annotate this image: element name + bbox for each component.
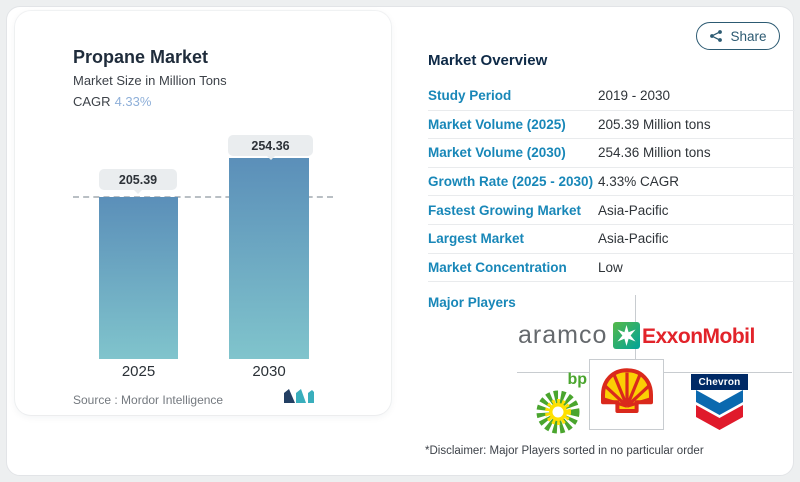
shell-pecten-icon <box>600 367 653 413</box>
row-label: Largest Market <box>428 231 525 247</box>
bar-value-2025: 205.39 <box>118 172 158 187</box>
card-subtitle: Market Size in Million Tons <box>73 73 227 88</box>
disclaimer-text: *Disclaimer: Major Players sorted in no … <box>425 445 704 457</box>
aramco-logo: aramco <box>518 321 641 350</box>
aramco-wordmark: aramco <box>518 321 608 349</box>
row-value: 254.36 Million tons <box>598 145 711 161</box>
bp-logo: bp <box>533 371 587 435</box>
cagr-line: CAGR 4.33% <box>73 94 151 109</box>
players-horizontal-divider-left <box>517 372 589 373</box>
overview-row-market-volume-2025: Market Volume (2025) 205.39 Million tons <box>428 111 795 140</box>
row-label: Market Concentration <box>428 259 567 275</box>
overview-title: Market Overview <box>428 52 548 69</box>
market-size-card: Propane Market Market Size in Million To… <box>15 11 391 415</box>
row-value: Low <box>598 259 623 275</box>
bar-2030 <box>229 158 309 359</box>
reference-dashed-line <box>73 196 333 198</box>
major-players-label: Major Players <box>428 295 516 310</box>
source-value: Mordor Intelligence <box>121 393 224 407</box>
infographic-frame: Share Propane Market Market Size in Mill… <box>6 6 795 476</box>
cagr-label: CAGR <box>73 94 111 109</box>
chevron-stripes-icon <box>691 390 748 432</box>
x-axis-label-2030: 2030 <box>252 363 286 380</box>
shell-logo <box>589 359 664 430</box>
row-label: Market Volume (2025) <box>428 116 566 132</box>
bp-helios-icon <box>536 390 580 434</box>
overview-row-study-period: Study Period 2019 - 2030 <box>428 82 795 111</box>
overview-row-largest-market: Largest Market Asia-Pacific <box>428 225 795 254</box>
aramco-star-icon <box>613 322 641 349</box>
row-value: 4.33% CAGR <box>598 174 680 190</box>
x-axis-label-2025: 2025 <box>121 363 156 380</box>
mordor-intelligence-logo <box>284 389 314 403</box>
card-title: Propane Market <box>73 47 209 67</box>
chevron-logo: Chevron <box>691 374 748 432</box>
row-value: 2019 - 2030 <box>598 88 671 104</box>
row-label: Fastest Growing Market <box>428 202 582 218</box>
overview-row-market-concentration: Market Concentration Low <box>428 254 795 283</box>
bar-chart: 205.39 254.36 2025 2030 <box>15 11 391 415</box>
players-horizontal-divider-right <box>664 372 792 373</box>
row-label: Market Volume (2030) <box>428 145 566 161</box>
chevron-wordmark: Chevron <box>691 374 748 390</box>
share-button-label: Share <box>730 28 767 44</box>
source-label: Source : <box>73 393 118 407</box>
row-value: Asia-Pacific <box>598 202 669 218</box>
exxonmobil-logo: ExxonMobil <box>642 325 755 348</box>
row-value: Asia-Pacific <box>598 231 669 247</box>
overview-row-market-volume-2030: Market Volume (2030) 254.36 Million tons <box>428 139 795 168</box>
bar-value-label-2025: 205.39 <box>99 169 177 190</box>
row-label: Growth Rate (2025 - 2030) <box>428 174 594 190</box>
overview-table: Study Period 2019 - 2030 Market Volume (… <box>428 82 795 283</box>
bar-2025 <box>99 197 178 359</box>
share-button[interactable]: Share <box>696 22 780 50</box>
bp-wordmark: bp <box>567 371 587 388</box>
row-value: 205.39 Million tons <box>598 116 711 132</box>
row-label: Study Period <box>428 88 512 104</box>
overview-row-growth-rate: Growth Rate (2025 - 2030) 4.33% CAGR <box>428 168 795 197</box>
overview-row-fastest-growing-market: Fastest Growing Market Asia-Pacific <box>428 196 795 225</box>
source-line: Source : Mordor Intelligence <box>73 393 223 407</box>
share-nodes-icon <box>710 30 723 42</box>
bar-value-2030: 254.36 <box>251 138 290 153</box>
bar-value-label-2030: 254.36 <box>228 135 313 156</box>
cagr-value: 4.33% <box>114 94 152 109</box>
